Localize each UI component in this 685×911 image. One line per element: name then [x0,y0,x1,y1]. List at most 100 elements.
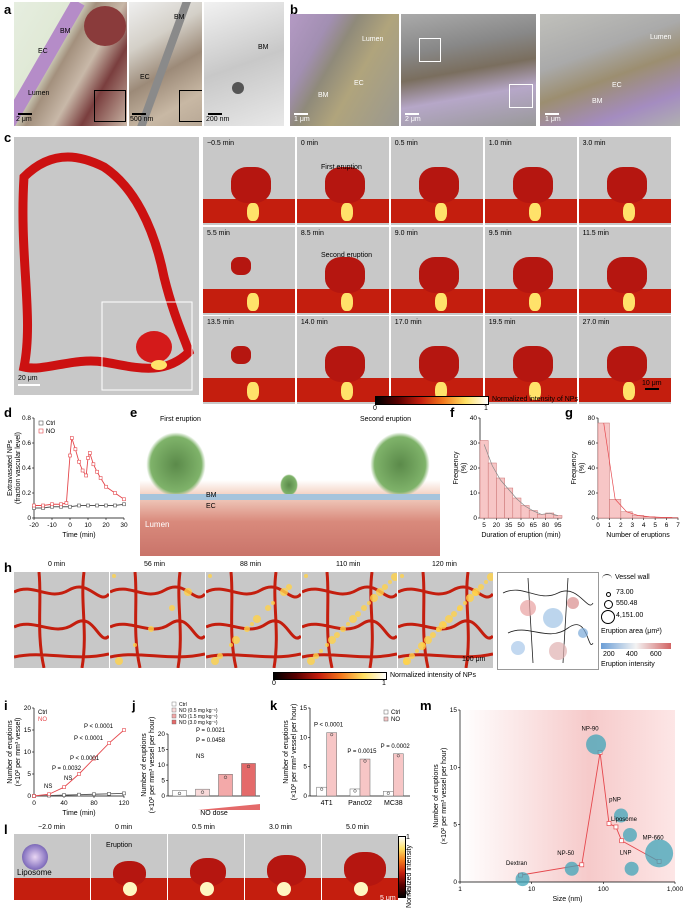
data-point [68,453,72,458]
data-point [113,491,117,495]
data-point [77,772,81,776]
legend-ctrl: Ctrl [391,710,400,716]
hotspot [622,292,635,311]
liposome-frame [168,834,244,900]
particle-label: Liposome [611,817,638,823]
eruption-blob [324,256,365,293]
histogram-bar [609,499,622,519]
sem-image-2 [401,14,536,126]
data-point [200,790,205,794]
colorbar [375,396,489,405]
y-tick-label: 5 [453,822,457,829]
y-tick-label: 15 [300,705,308,712]
bar [316,786,327,797]
timelapse-frame: 0 min [296,137,390,225]
nucleus [84,6,126,46]
data-point [86,456,90,460]
particle-icon [645,839,674,868]
data-point [320,787,324,791]
legend-swatch [383,716,389,722]
y-axis-label: Frequency [453,451,460,485]
data-point [95,503,99,508]
legend-size-3: 4,151.00 [616,612,644,619]
fit-curve [483,444,558,516]
data-point [32,794,36,798]
network-frame [110,572,205,668]
eruption-blob [231,256,251,275]
eruption-blob [512,346,553,382]
bar [359,758,371,797]
bar [326,732,337,797]
hotspot [340,382,353,400]
frame-time: 27.0 min [582,319,610,326]
eruption-blob [606,346,647,382]
colorbar-max: 1 [382,680,386,687]
eruption-plume [146,432,206,497]
scale-label: 20 μm [18,375,38,382]
data-point [73,447,78,452]
frame-time: 0 min [48,561,66,568]
legend-label: NO (3.0 mg kg⁻¹) [179,720,218,726]
frame-time: 110 min [336,561,361,568]
data-point [98,476,103,480]
timelapse-frame: 11.5 min [578,226,671,315]
scale-bar [645,388,659,390]
eruption-blob [113,861,146,886]
frame-time: 120 min [432,561,457,568]
significance-label: P = 0.0015 [347,749,377,755]
frame-time: 56 min [144,561,166,568]
network-frame [14,572,109,668]
category-label: 4T1 [321,800,333,807]
y-tick-label: 0 [303,793,307,800]
frame-time: 3.0 min [582,140,606,147]
x-axis-label: Size (nm) [553,896,583,903]
particle-icon [622,827,637,842]
bar [172,790,187,797]
data-point [84,473,88,478]
label-bm: BM [258,44,269,51]
network-svg [398,572,493,668]
tem-image-2 [129,2,202,126]
histogram-bar [620,511,633,519]
scale-label: 1 μm [545,116,561,123]
y-tick-label: 5 [27,771,31,778]
scale-label: 5 μm [380,895,396,902]
colorbar-min: 0 [406,890,410,897]
legend-swatch [171,719,177,725]
panel-letter-b: b [290,2,298,17]
frame-time: 3.0 min [269,824,292,831]
data-point [177,791,182,796]
particle-icon [586,734,607,755]
panel-letter-a: a [4,2,12,17]
nanoparticle [232,82,244,94]
liposome-icon [22,844,48,870]
scale-label: 500 nm [130,116,154,123]
data-point [77,459,81,464]
series-line [34,437,125,506]
y-axis-label: (×10² per mm³ vessel) [15,718,22,787]
hotspot [340,292,353,311]
x-tick-label: 3 [630,522,634,529]
significance-label: P = 0.0021 [196,728,226,734]
y-tick-label: 0 [161,793,165,800]
significance-label: P < 0.0001 [84,724,114,730]
data-point [77,503,81,508]
legend-ctrl: Ctrl [38,710,47,716]
data-point [68,504,72,509]
chart-k: 0 5 10 15 Number of eruptions (×10² per mm³ v… [283,704,410,807]
hotspot [123,882,137,896]
legend-swatch [171,713,177,719]
data-point [80,468,85,473]
network-frame [206,572,301,668]
legend-label: Ctrl [179,702,187,708]
y-tick-label: 20 [588,490,596,497]
eruption-blob [418,256,459,293]
basement-membrane [140,494,440,500]
network-frame [302,572,397,668]
data-point [77,792,81,797]
size-circle-large [601,610,615,624]
size-circle-small [606,592,611,597]
legend-label: NO (1.5 mg kg⁻¹) [179,714,218,720]
y-axis-label: (×10² per mm³ vessel per hour) [149,717,156,814]
data-point [223,775,228,779]
